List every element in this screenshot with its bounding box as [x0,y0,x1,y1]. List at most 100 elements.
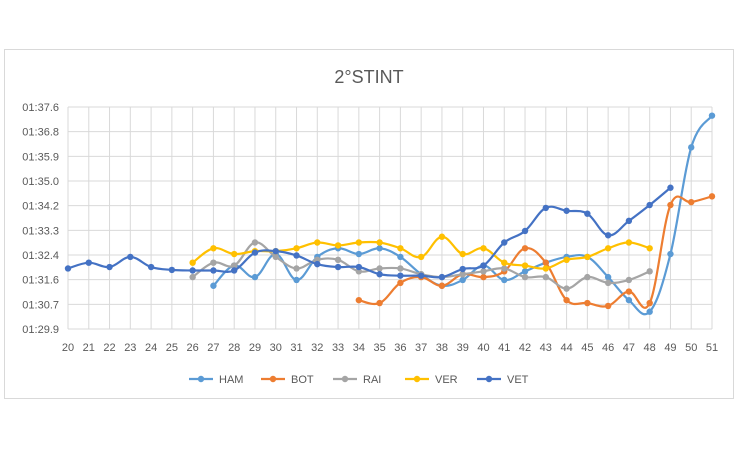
data-point-ham [210,282,217,289]
data-point-rai [293,265,300,272]
data-point-ver [438,233,446,240]
x-tick-label: 25 [166,342,178,354]
data-point-ham [376,245,383,252]
data-point-ham [251,273,259,281]
legend-item-vet: VET [477,374,529,386]
y-tick-label: 01:32.4 [22,250,59,262]
x-tick-label: 22 [103,342,115,354]
data-point-bot [397,279,404,287]
data-point-vet [334,263,342,271]
data-point-vet [293,252,300,259]
x-tick-label: 24 [145,342,157,354]
data-point-ham [459,276,466,284]
legend-item-ver: VER [405,374,458,386]
y-tick-label: 01:35.0 [22,176,59,188]
data-point-vet [397,272,404,279]
x-tick-label: 45 [581,342,593,354]
data-point-rai [646,268,653,275]
data-point-bot [584,299,591,307]
x-tick-label: 20 [62,342,74,354]
data-point-vet [230,267,238,274]
x-tick-label: 48 [644,342,656,354]
data-point-vet [501,239,508,246]
data-point-vet [604,232,612,239]
data-point-ham [397,253,404,261]
data-point-bot [708,193,716,200]
data-point-vet [127,253,134,261]
y-axis-tick-labels: 01:29.9 01:30.7 01:31.6 01:32.4 01:33.3 01:34… [22,102,59,336]
x-tick-label: 40 [477,342,489,354]
y-tick-label: 01:31.6 [22,275,59,287]
x-tick-label: 33 [332,342,344,354]
legend-swatch-marker [269,375,277,383]
y-tick-label: 01:33.3 [22,225,59,237]
y-tick-label: 01:35.9 [22,151,59,163]
data-point-bot [521,245,529,252]
data-point-ham [667,250,674,258]
legend-item-bot: BOT [261,374,314,386]
data-point-rai [230,262,238,269]
data-point-rai [521,273,529,281]
data-point-rai [189,273,196,281]
y-tick-label: 01:36.8 [22,127,59,139]
y-tick-label: 01:34.2 [22,201,59,213]
x-tick-label: 36 [394,342,406,354]
data-point-ver [314,239,321,246]
legend-swatch-marker [485,375,493,383]
data-point-vet [521,227,529,235]
data-point-ver [397,245,404,252]
x-tick-label: 30 [270,342,282,354]
legend-label: HAM [219,374,243,386]
data-point-bot [688,198,695,206]
data-point-vet [459,265,466,273]
x-tick-label: 42 [519,342,531,354]
gridlines [67,106,713,330]
legend: HAM BOT RAI VER VET [189,374,529,386]
x-tick-label: 44 [560,342,572,354]
x-tick-label: 43 [540,342,552,354]
y-tick-label: 01:30.7 [22,299,59,311]
legend-item-rai: RAI [333,374,381,386]
x-tick-label: 46 [602,342,614,354]
data-point-vet [314,260,321,268]
data-point-ham [708,112,716,119]
data-point-ver [334,242,342,249]
data-point-ver [459,250,466,258]
data-point-vet [438,273,446,281]
x-tick-label: 35 [373,342,385,354]
legend-swatch-marker [413,375,421,383]
data-point-bot [542,259,550,266]
data-point-vet [584,210,591,217]
legend-swatch-marker [197,375,205,383]
data-point-bot [667,201,674,209]
legend-label: BOT [291,374,314,386]
data-point-ver [542,265,550,272]
data-point-ham [521,268,529,275]
data-point-vet [417,272,425,279]
legend-label: RAI [363,374,381,386]
legend-label: VER [435,374,458,386]
data-point-vet [210,267,217,274]
data-point-ham [604,273,612,281]
data-point-ver [625,239,633,246]
line-chart: 2°STINT 01:29.9 01:30.7 01:31.6 01:32.4 01:3… [22,67,718,386]
x-tick-label: 41 [498,342,510,354]
series-vet [64,184,674,281]
x-tick-label: 49 [664,342,676,354]
data-point-rai [563,285,570,292]
data-point-rai [272,253,279,261]
data-point-vet [272,247,279,255]
chart-area: 2°STINT 01:29.9 01:30.7 01:31.6 01:32.4 01:3… [4,49,734,399]
data-point-vet [64,265,72,272]
x-tick-label: 27 [207,342,219,354]
data-point-ham [355,250,363,258]
data-point-vet [376,271,383,278]
data-point-ver [417,253,425,261]
data-point-ver [646,245,653,252]
x-tick-label: 21 [83,342,95,354]
data-point-ham [625,296,633,304]
x-tick-label: 51 [706,342,718,354]
data-point-vet [106,263,113,271]
x-tick-label: 37 [415,342,427,354]
data-point-bot [563,296,570,304]
